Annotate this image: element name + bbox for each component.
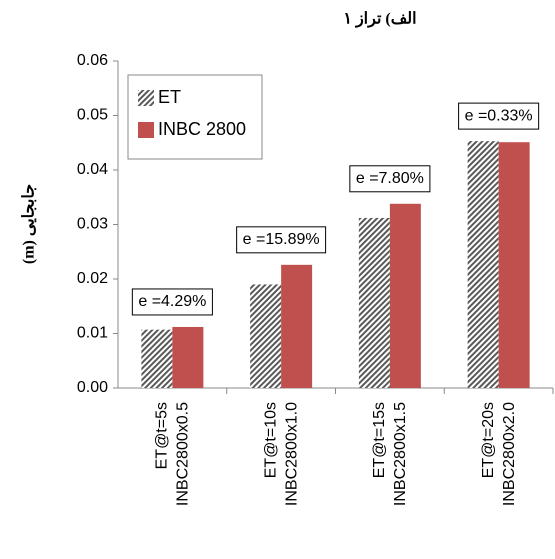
legend: ET INBC 2800 — [127, 74, 263, 160]
y-tick-label: 0.06 — [77, 52, 108, 69]
y-tick-label: 0.04 — [77, 161, 108, 178]
y-axis-label: جابجایی (m) — [21, 184, 38, 264]
x-tick-label: INBC2800x1.5 — [392, 402, 409, 506]
y-tick-label: 0.05 — [77, 107, 108, 124]
x-tick-label: INBC2800x2.0 — [501, 402, 518, 506]
bar — [389, 203, 421, 388]
bar — [498, 142, 530, 388]
annotation-text: e =0.33% — [465, 107, 533, 124]
legend-label: ET — [158, 87, 181, 107]
y-tick-label: 0.03 — [77, 216, 108, 233]
annotation-text: e =15.89% — [243, 231, 320, 248]
x-tick-label: ET@t=20s — [480, 402, 497, 478]
legend-swatch — [138, 122, 154, 138]
x-tick-label: INBC2800x1.0 — [283, 402, 300, 506]
x-tick-label: ET@t=5s — [154, 402, 171, 469]
legend-swatch — [138, 90, 154, 106]
chart-title: الف) تراز ۱ — [343, 11, 416, 29]
bar — [467, 141, 499, 388]
bar — [141, 329, 173, 388]
annotation: e =0.33% — [458, 102, 540, 130]
annotation-box — [458, 102, 540, 130]
legend-label: INBC 2800 — [158, 119, 246, 139]
y-tick-label: 0.01 — [77, 325, 108, 342]
annotation-text: e =7.80% — [356, 170, 424, 187]
bar — [358, 217, 390, 388]
annotation-box — [131, 288, 213, 316]
x-tick-label: INBC2800x0.5 — [175, 402, 192, 506]
annotation-box — [236, 226, 327, 254]
annotation: e =4.29% — [131, 288, 213, 316]
legend-box — [127, 74, 263, 160]
bar — [281, 264, 313, 388]
annotation-text: e =4.29% — [138, 293, 206, 310]
annotation: e =7.80% — [349, 165, 431, 193]
x-tick-label: ET@t=15s — [371, 402, 388, 478]
x-tick-label: ET@t=10s — [262, 402, 279, 478]
bar — [250, 284, 282, 388]
bar — [172, 326, 204, 388]
y-tick-label: 0.02 — [77, 270, 108, 287]
y-tick-label: 0.00 — [77, 379, 108, 396]
annotation: e =15.89% — [236, 226, 327, 254]
annotation-box — [349, 165, 431, 193]
